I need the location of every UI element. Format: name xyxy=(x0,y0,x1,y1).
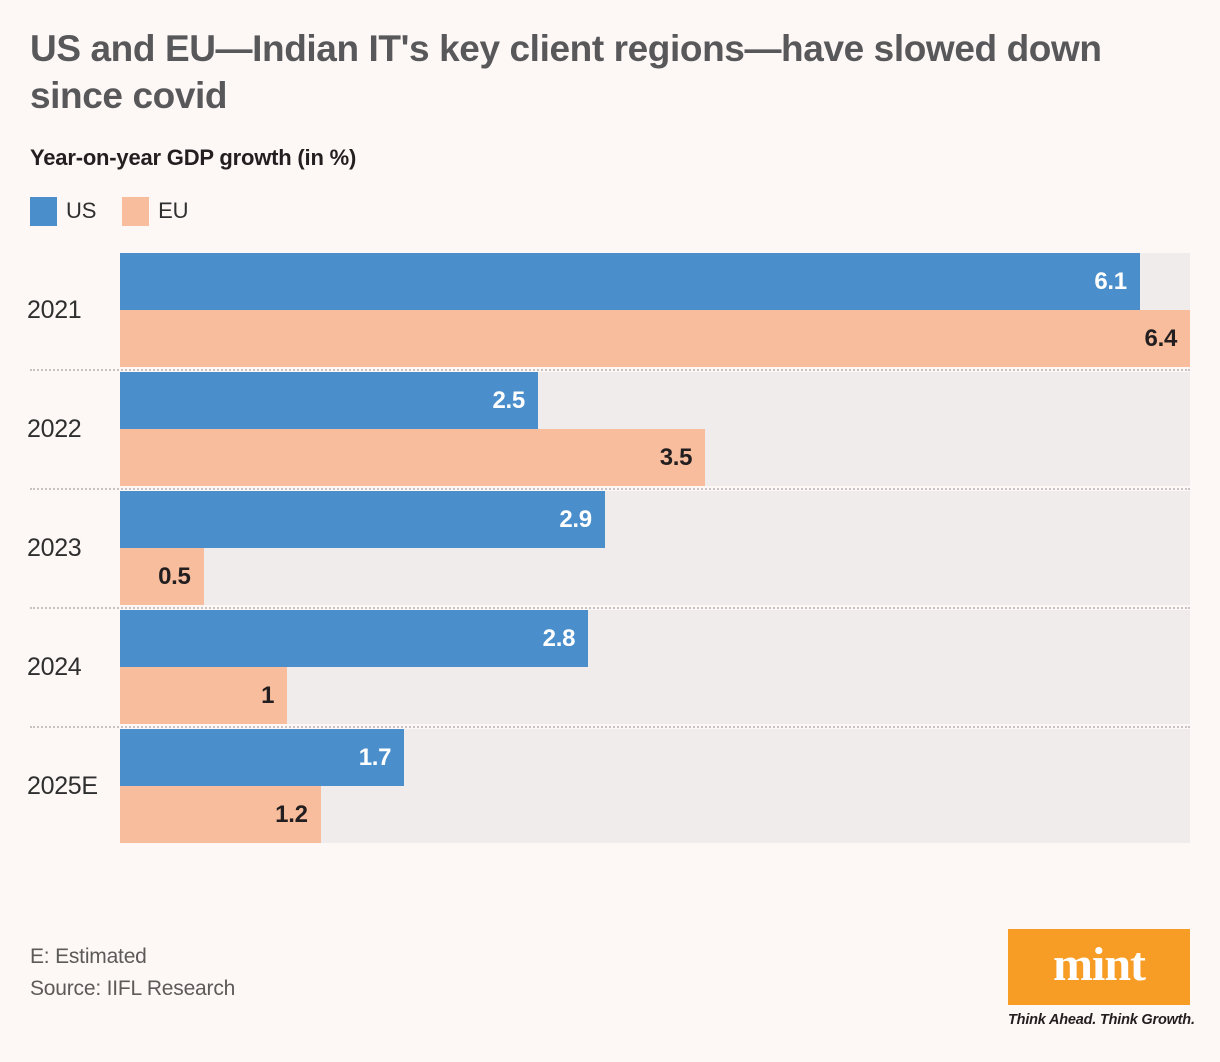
bar-value-us-2023: 2.9 xyxy=(559,505,592,533)
legend-label-eu: EU xyxy=(158,198,189,224)
page-title: US and EU—Indian IT's key client regions… xyxy=(30,28,1102,116)
bar-track-us-2021: 6.1 xyxy=(120,253,1190,311)
mint-wordmark: mint xyxy=(1053,938,1146,991)
category-label-2023: 2023 xyxy=(27,533,82,562)
bar-track-eu-2025E: 1.2 xyxy=(120,786,1190,844)
bar-pair-2022: 2.5 3.5 xyxy=(120,372,1190,487)
footnote-estimated: E: Estimated xyxy=(30,944,147,968)
bar-track-eu-2023: 0.5 xyxy=(120,548,1190,606)
mint-logo: mint Think Ahead. Think Growth. xyxy=(1008,929,1195,1028)
bar-value-eu-2024: 1 xyxy=(261,681,275,709)
bar-chart: 2021 6.1 6.4 2022 xyxy=(0,252,1220,845)
bar-pair-2025E: 1.7 1.2 xyxy=(120,729,1190,844)
bar-track-us-2025E: 1.7 xyxy=(120,729,1190,787)
bar-pair-2023: 2.9 0.5 xyxy=(120,491,1190,606)
legend-swatch-us-icon xyxy=(30,196,57,226)
footnote-source: Source: IIFL Research xyxy=(30,977,236,1001)
bar-track-eu-2024: 1 xyxy=(120,667,1190,725)
group-separator-2 xyxy=(30,487,1190,490)
bar-us-2024: 2.8 xyxy=(120,610,589,668)
chart-group-2024: 2024 2.8 1 xyxy=(0,609,1220,726)
chart-group-2023: 2023 2.9 0.5 xyxy=(0,490,1220,607)
legend-swatch-eu-icon xyxy=(122,196,150,226)
bar-us-2023: 2.9 xyxy=(120,491,605,549)
bar-us-2025E: 1.7 xyxy=(120,729,405,787)
mint-tagline: Think Ahead. Think Growth. xyxy=(1008,1012,1195,1028)
bar-eu-2023: 0.5 xyxy=(120,548,204,606)
bar-track-us-2024: 2.8 xyxy=(120,610,1190,668)
bar-value-eu-2023: 0.5 xyxy=(158,562,191,590)
bar-track-eu-2021: 6.4 xyxy=(120,310,1190,368)
bar-value-eu-2025E: 1.2 xyxy=(275,800,308,828)
legend-label-us: US xyxy=(66,198,97,224)
group-separator-3 xyxy=(30,606,1190,609)
bar-value-us-2025E: 1.7 xyxy=(358,743,392,771)
bar-value-eu-2022: 3.5 xyxy=(659,443,693,471)
category-label-2021: 2021 xyxy=(27,295,82,324)
bar-pair-2024: 2.8 1 xyxy=(120,610,1190,725)
bar-us-2022: 2.5 xyxy=(120,372,538,430)
footnotes: E: Estimated Source: IIFL Research xyxy=(30,941,235,1006)
chart-header: US and EU—Indian IT's key client regions… xyxy=(0,0,1220,226)
bar-value-us-2021: 6.1 xyxy=(1094,267,1127,295)
bar-pair-2021: 6.1 6.4 xyxy=(120,253,1190,368)
chart-group-2021: 2021 6.1 6.4 xyxy=(0,252,1220,369)
bar-value-us-2022: 2.5 xyxy=(492,386,525,414)
bar-value-us-2024: 2.8 xyxy=(542,624,576,652)
group-separator-4 xyxy=(30,725,1190,728)
chart-group-2025E: 2025E 1.7 1.2 xyxy=(0,728,1220,845)
chart-subtitle: Year-on-year GDP growth (in %) xyxy=(30,144,357,170)
chart-group-2022: 2022 2.5 3.5 xyxy=(0,371,1220,488)
category-label-2024: 2024 xyxy=(27,652,82,681)
category-label-2022: 2022 xyxy=(27,414,82,443)
category-label-2025E: 2025E xyxy=(27,771,98,800)
bar-track-eu-2022: 3.5 xyxy=(120,429,1190,487)
bar-us-2021: 6.1 xyxy=(120,253,1140,311)
legend-item-eu: EU xyxy=(122,196,189,226)
chart-legend: US EU xyxy=(30,196,1190,226)
bar-eu-2025E: 1.2 xyxy=(120,786,321,844)
legend-item-us: US xyxy=(30,196,97,226)
bar-eu-2022: 3.5 xyxy=(120,429,706,487)
bar-value-eu-2021: 6.4 xyxy=(1144,324,1178,352)
mint-logo-box: mint xyxy=(1008,929,1190,1005)
bar-track-us-2023: 2.9 xyxy=(120,491,1190,549)
bar-eu-2021: 6.4 xyxy=(120,310,1190,368)
bar-eu-2024: 1 xyxy=(120,667,288,725)
bar-track-us-2022: 2.5 xyxy=(120,372,1190,430)
group-separator-1 xyxy=(30,368,1190,371)
